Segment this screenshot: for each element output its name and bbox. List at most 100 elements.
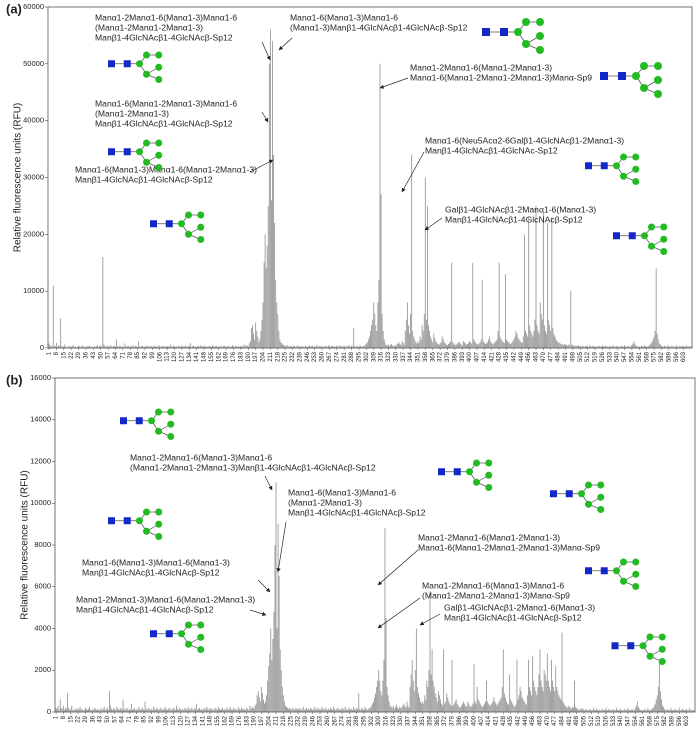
x-tick-label: 512 xyxy=(585,351,591,362)
bar xyxy=(512,341,514,348)
bar xyxy=(59,699,61,712)
bar xyxy=(422,330,424,348)
bar xyxy=(108,346,110,348)
bar xyxy=(398,342,400,348)
bar xyxy=(431,649,433,712)
bar xyxy=(96,346,97,348)
bar xyxy=(447,345,448,348)
bar xyxy=(377,680,379,712)
bar xyxy=(205,709,207,712)
bar xyxy=(631,708,633,712)
bar xyxy=(453,343,455,348)
bar xyxy=(240,345,242,348)
bar xyxy=(586,709,588,712)
bar xyxy=(423,313,425,348)
bar xyxy=(416,686,418,712)
bar xyxy=(67,346,69,348)
bar xyxy=(304,345,306,348)
bar xyxy=(255,322,257,348)
bar xyxy=(464,343,466,348)
bar xyxy=(117,346,119,348)
bar xyxy=(60,318,62,348)
bar xyxy=(604,709,606,712)
bar xyxy=(65,707,66,712)
x-tick-label: 148 xyxy=(208,715,214,726)
bar xyxy=(317,346,319,348)
bar xyxy=(463,701,464,712)
bar xyxy=(539,649,541,712)
bar xyxy=(685,709,687,712)
bar xyxy=(97,708,99,712)
bar xyxy=(633,341,635,348)
bar xyxy=(202,346,204,348)
bar xyxy=(357,346,359,348)
bar xyxy=(83,709,85,712)
bar xyxy=(121,346,123,348)
bar xyxy=(245,709,247,712)
bar xyxy=(311,708,313,712)
bar xyxy=(59,346,61,348)
bar xyxy=(206,706,208,712)
bar xyxy=(442,339,444,348)
bar xyxy=(468,342,469,348)
bar xyxy=(558,695,560,712)
bar xyxy=(615,346,617,348)
bar xyxy=(313,346,315,348)
x-tick-label: 225 xyxy=(288,715,294,726)
bar xyxy=(247,708,249,712)
x-tick-label: 29 xyxy=(83,715,89,722)
x-tick-label: 267 xyxy=(332,715,338,726)
bar xyxy=(129,709,131,712)
bar xyxy=(681,708,683,712)
bar xyxy=(334,708,336,712)
y-tick-label: 6000 xyxy=(34,582,51,591)
bar xyxy=(141,345,143,348)
bar xyxy=(254,705,256,712)
bar xyxy=(348,707,350,712)
bar xyxy=(377,302,379,348)
bar xyxy=(611,710,613,712)
bar xyxy=(98,709,100,712)
bar xyxy=(402,705,404,712)
bar xyxy=(143,709,145,712)
bar xyxy=(632,343,634,348)
x-tick-label: 519 xyxy=(596,715,602,726)
bar xyxy=(593,709,595,712)
bar xyxy=(650,709,652,712)
bar xyxy=(515,704,517,712)
bar xyxy=(648,709,650,712)
bar xyxy=(107,346,109,348)
bar xyxy=(404,705,406,712)
x-tick-label: 246 xyxy=(310,715,316,726)
bar xyxy=(300,345,302,348)
x-tick-label: 162 xyxy=(222,715,228,726)
bar xyxy=(548,686,550,712)
bar xyxy=(606,710,608,712)
bar xyxy=(662,705,663,712)
bar xyxy=(381,695,383,712)
bar xyxy=(613,346,615,348)
bar xyxy=(175,709,176,712)
bar xyxy=(133,346,135,348)
x-tick-label: 456 xyxy=(530,715,536,726)
bar xyxy=(640,345,642,348)
bar xyxy=(178,709,180,712)
bar xyxy=(512,703,514,712)
annotation-text: Manβ1-4GlcNAcβ1-4GlcNAcβ-Sp12 xyxy=(445,214,583,224)
y-tick-label: 20000 xyxy=(23,229,44,238)
annotation-text: Manα1-2Manα1-6(Manα1-3)Manα1-6 xyxy=(422,580,564,590)
x-tick-label: 183 xyxy=(244,715,250,726)
y-tick-label: 0 xyxy=(40,343,44,352)
bar xyxy=(147,346,149,348)
bar xyxy=(141,707,143,712)
bar xyxy=(201,708,203,712)
bar xyxy=(548,319,550,348)
x-tick-label: 239 xyxy=(297,351,303,362)
x-tick-label: 596 xyxy=(674,351,680,362)
bar xyxy=(283,345,285,348)
bar xyxy=(394,345,396,348)
bar xyxy=(642,709,644,712)
bar xyxy=(198,708,199,712)
bar xyxy=(613,709,615,712)
x-tick-label: 372 xyxy=(442,715,448,726)
